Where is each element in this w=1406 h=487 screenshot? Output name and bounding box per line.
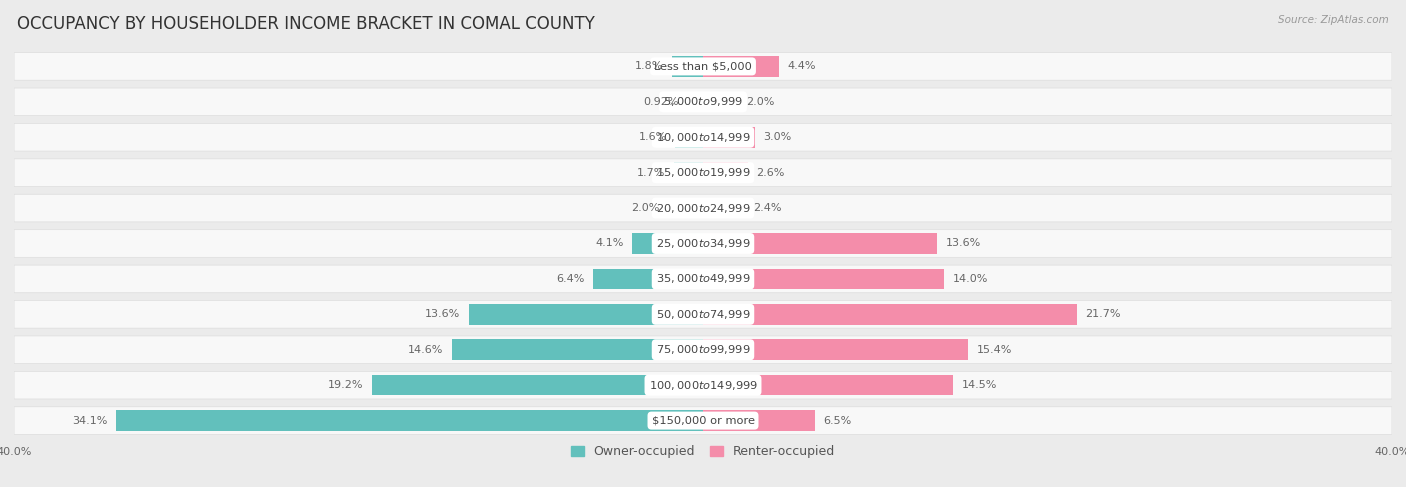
Text: $35,000 to $49,999: $35,000 to $49,999 (655, 272, 751, 285)
Bar (675, 127, 703, 148)
Text: 21.7%: 21.7% (1085, 309, 1121, 319)
Text: Less than $5,000: Less than $5,000 (654, 61, 752, 72)
Text: 2.6%: 2.6% (756, 168, 785, 178)
Text: $100,000 to $149,999: $100,000 to $149,999 (648, 379, 758, 392)
Text: 4.1%: 4.1% (595, 239, 624, 248)
Bar (593, 269, 703, 289)
Bar (703, 339, 969, 360)
Text: $15,000 to $19,999: $15,000 to $19,999 (655, 166, 751, 179)
Text: $10,000 to $14,999: $10,000 to $14,999 (655, 131, 751, 144)
Text: 15.4%: 15.4% (977, 345, 1012, 355)
Text: $50,000 to $74,999: $50,000 to $74,999 (655, 308, 751, 321)
Text: 40.0%: 40.0% (1374, 447, 1406, 457)
Text: 1.7%: 1.7% (637, 168, 665, 178)
Text: $5,000 to $9,999: $5,000 to $9,999 (664, 95, 742, 108)
Text: 6.4%: 6.4% (555, 274, 583, 284)
Text: 14.0%: 14.0% (953, 274, 988, 284)
Bar (688, 92, 703, 112)
Text: $150,000 or more: $150,000 or more (651, 415, 755, 426)
Bar (669, 198, 703, 218)
Text: 3.0%: 3.0% (763, 132, 792, 142)
Bar (703, 127, 755, 148)
Text: 0.92%: 0.92% (643, 97, 679, 107)
Text: 13.6%: 13.6% (425, 309, 460, 319)
Bar (673, 162, 703, 183)
Text: 34.1%: 34.1% (72, 415, 107, 426)
Text: OCCUPANCY BY HOUSEHOLDER INCOME BRACKET IN COMAL COUNTY: OCCUPANCY BY HOUSEHOLDER INCOME BRACKET … (17, 15, 595, 33)
FancyBboxPatch shape (14, 265, 1392, 293)
FancyBboxPatch shape (14, 407, 1392, 434)
Bar (703, 198, 744, 218)
FancyBboxPatch shape (14, 53, 1392, 80)
Text: 19.2%: 19.2% (328, 380, 364, 390)
Bar (703, 92, 738, 112)
Text: $25,000 to $34,999: $25,000 to $34,999 (655, 237, 751, 250)
Text: 4.4%: 4.4% (787, 61, 815, 72)
Bar (703, 411, 815, 431)
FancyBboxPatch shape (14, 372, 1392, 399)
Bar (468, 304, 703, 325)
Bar (703, 233, 938, 254)
FancyBboxPatch shape (14, 230, 1392, 257)
Text: 2.4%: 2.4% (754, 203, 782, 213)
Bar (703, 162, 748, 183)
Bar (703, 56, 779, 76)
Text: 14.6%: 14.6% (408, 345, 443, 355)
Bar (115, 411, 703, 431)
Bar (672, 56, 703, 76)
Bar (703, 269, 945, 289)
Text: 2.0%: 2.0% (631, 203, 659, 213)
FancyBboxPatch shape (14, 159, 1392, 187)
Text: 1.8%: 1.8% (636, 61, 664, 72)
Text: $75,000 to $99,999: $75,000 to $99,999 (655, 343, 751, 356)
Text: 13.6%: 13.6% (946, 239, 981, 248)
FancyBboxPatch shape (14, 123, 1392, 151)
FancyBboxPatch shape (14, 194, 1392, 222)
Text: 14.5%: 14.5% (962, 380, 997, 390)
Legend: Owner-occupied, Renter-occupied: Owner-occupied, Renter-occupied (567, 440, 839, 463)
Text: $20,000 to $24,999: $20,000 to $24,999 (655, 202, 751, 215)
Text: 1.6%: 1.6% (638, 132, 666, 142)
Bar (703, 304, 1077, 325)
Bar (703, 375, 953, 395)
Text: 2.0%: 2.0% (747, 97, 775, 107)
Text: Source: ZipAtlas.com: Source: ZipAtlas.com (1278, 15, 1389, 25)
Bar (373, 375, 703, 395)
Text: 6.5%: 6.5% (824, 415, 852, 426)
Bar (633, 233, 703, 254)
Text: 40.0%: 40.0% (0, 447, 32, 457)
FancyBboxPatch shape (14, 300, 1392, 328)
Bar (451, 339, 703, 360)
FancyBboxPatch shape (14, 88, 1392, 115)
FancyBboxPatch shape (14, 336, 1392, 364)
